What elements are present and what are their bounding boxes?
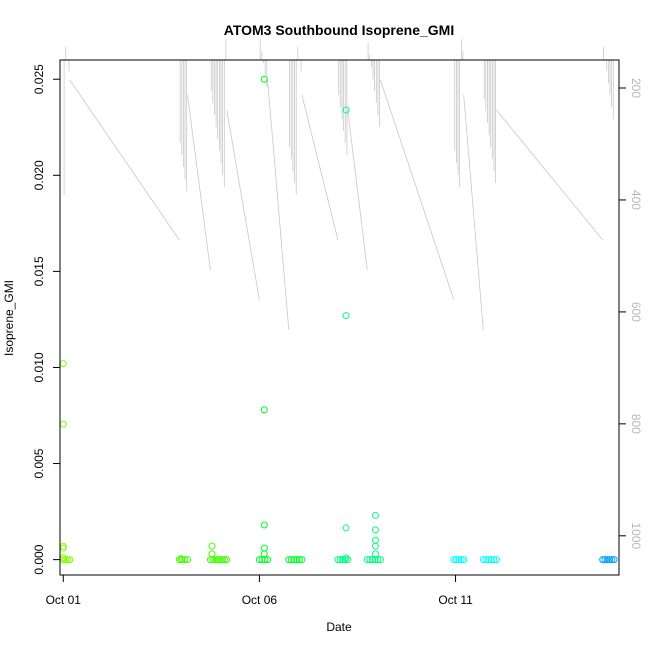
data-point <box>485 556 493 564</box>
data-point <box>490 556 498 564</box>
data-point <box>603 556 611 564</box>
data-point <box>452 556 460 564</box>
data-point <box>177 555 185 563</box>
y2-tick-label-1: 400 <box>629 190 643 210</box>
data-point <box>290 556 298 564</box>
data-point <box>59 420 67 428</box>
data-point <box>66 556 74 564</box>
data-point <box>371 542 379 550</box>
data-point <box>181 556 189 564</box>
x-tick-label-1: Oct 06 <box>242 593 278 607</box>
data-point <box>606 556 613 564</box>
data-point <box>211 556 219 564</box>
y-tick-label-5: 0.025 <box>32 64 46 94</box>
data-point <box>371 550 379 558</box>
data-point <box>287 556 295 564</box>
altitude-trace <box>63 39 614 331</box>
altitude-trace-line <box>63 39 614 331</box>
plot-frame <box>59 59 620 576</box>
data-point <box>374 556 382 564</box>
data-point <box>184 556 191 564</box>
data-point <box>342 524 350 532</box>
data-point <box>260 521 268 529</box>
data-point <box>610 556 618 564</box>
x-tick-label-2: Oct 11 <box>438 593 473 607</box>
data-point <box>216 556 224 564</box>
y-tick-label-1: 0.005 <box>32 448 46 478</box>
data-point <box>293 556 301 564</box>
data-point <box>371 536 379 544</box>
data-point <box>601 556 609 564</box>
data-point <box>220 556 228 564</box>
x-axis: Oct 01 Oct 06 Oct 11 <box>46 575 473 607</box>
data-point <box>460 556 468 564</box>
data-point <box>457 556 465 564</box>
data-point <box>59 360 67 368</box>
data-point <box>61 556 69 564</box>
data-point <box>298 556 306 564</box>
data-point <box>260 550 268 558</box>
data-point <box>482 556 490 564</box>
data-point <box>599 556 607 564</box>
data-point <box>334 556 342 564</box>
data-point <box>264 556 272 564</box>
chart-title: ATOM3 Southbound Isoprene_GMI <box>224 22 454 38</box>
data-points <box>59 75 618 564</box>
data-point <box>366 556 374 564</box>
y2-axis: 200 400 600 800 1000 <box>619 78 643 549</box>
data-point <box>344 556 352 564</box>
y2-tick-label-4: 1000 <box>629 522 643 549</box>
data-point <box>608 556 616 564</box>
data-point <box>213 556 221 564</box>
data-point <box>260 406 268 414</box>
data-point <box>295 556 303 564</box>
data-point <box>479 556 487 564</box>
y-tick-label-2: 0.010 <box>32 352 46 382</box>
data-point <box>260 544 268 552</box>
y-tick-label-4: 0.020 <box>32 160 46 190</box>
x-tick-label-0: Oct 01 <box>46 593 82 607</box>
data-point <box>363 556 371 564</box>
x-axis-label: Date <box>326 620 352 634</box>
data-point <box>208 550 216 558</box>
data-point <box>371 526 379 534</box>
y-axis-label: Isoprene_GMI <box>2 280 16 356</box>
data-point <box>223 556 231 564</box>
data-point <box>208 542 216 550</box>
data-point <box>376 556 384 564</box>
data-point <box>64 556 72 564</box>
data-point <box>218 556 226 564</box>
data-point <box>342 106 350 114</box>
y-tick-label-3: 0.015 <box>32 256 46 286</box>
y2-tick-label-2: 600 <box>629 302 643 322</box>
data-point <box>285 556 293 564</box>
data-point <box>369 556 376 564</box>
y-tick-label-0: 0.000 <box>32 544 46 574</box>
data-point <box>450 556 458 564</box>
data-point <box>492 556 500 564</box>
data-point <box>487 556 495 564</box>
y2-tick-label-3: 800 <box>629 414 643 434</box>
y2-tick-label-0: 200 <box>629 78 643 98</box>
data-point <box>342 312 350 320</box>
data-point <box>260 75 268 83</box>
data-point <box>455 556 463 564</box>
y-axis: 0.000 0.005 0.010 0.015 0.020 0.025 <box>32 64 60 575</box>
data-point <box>371 511 379 519</box>
data-point <box>342 554 350 562</box>
